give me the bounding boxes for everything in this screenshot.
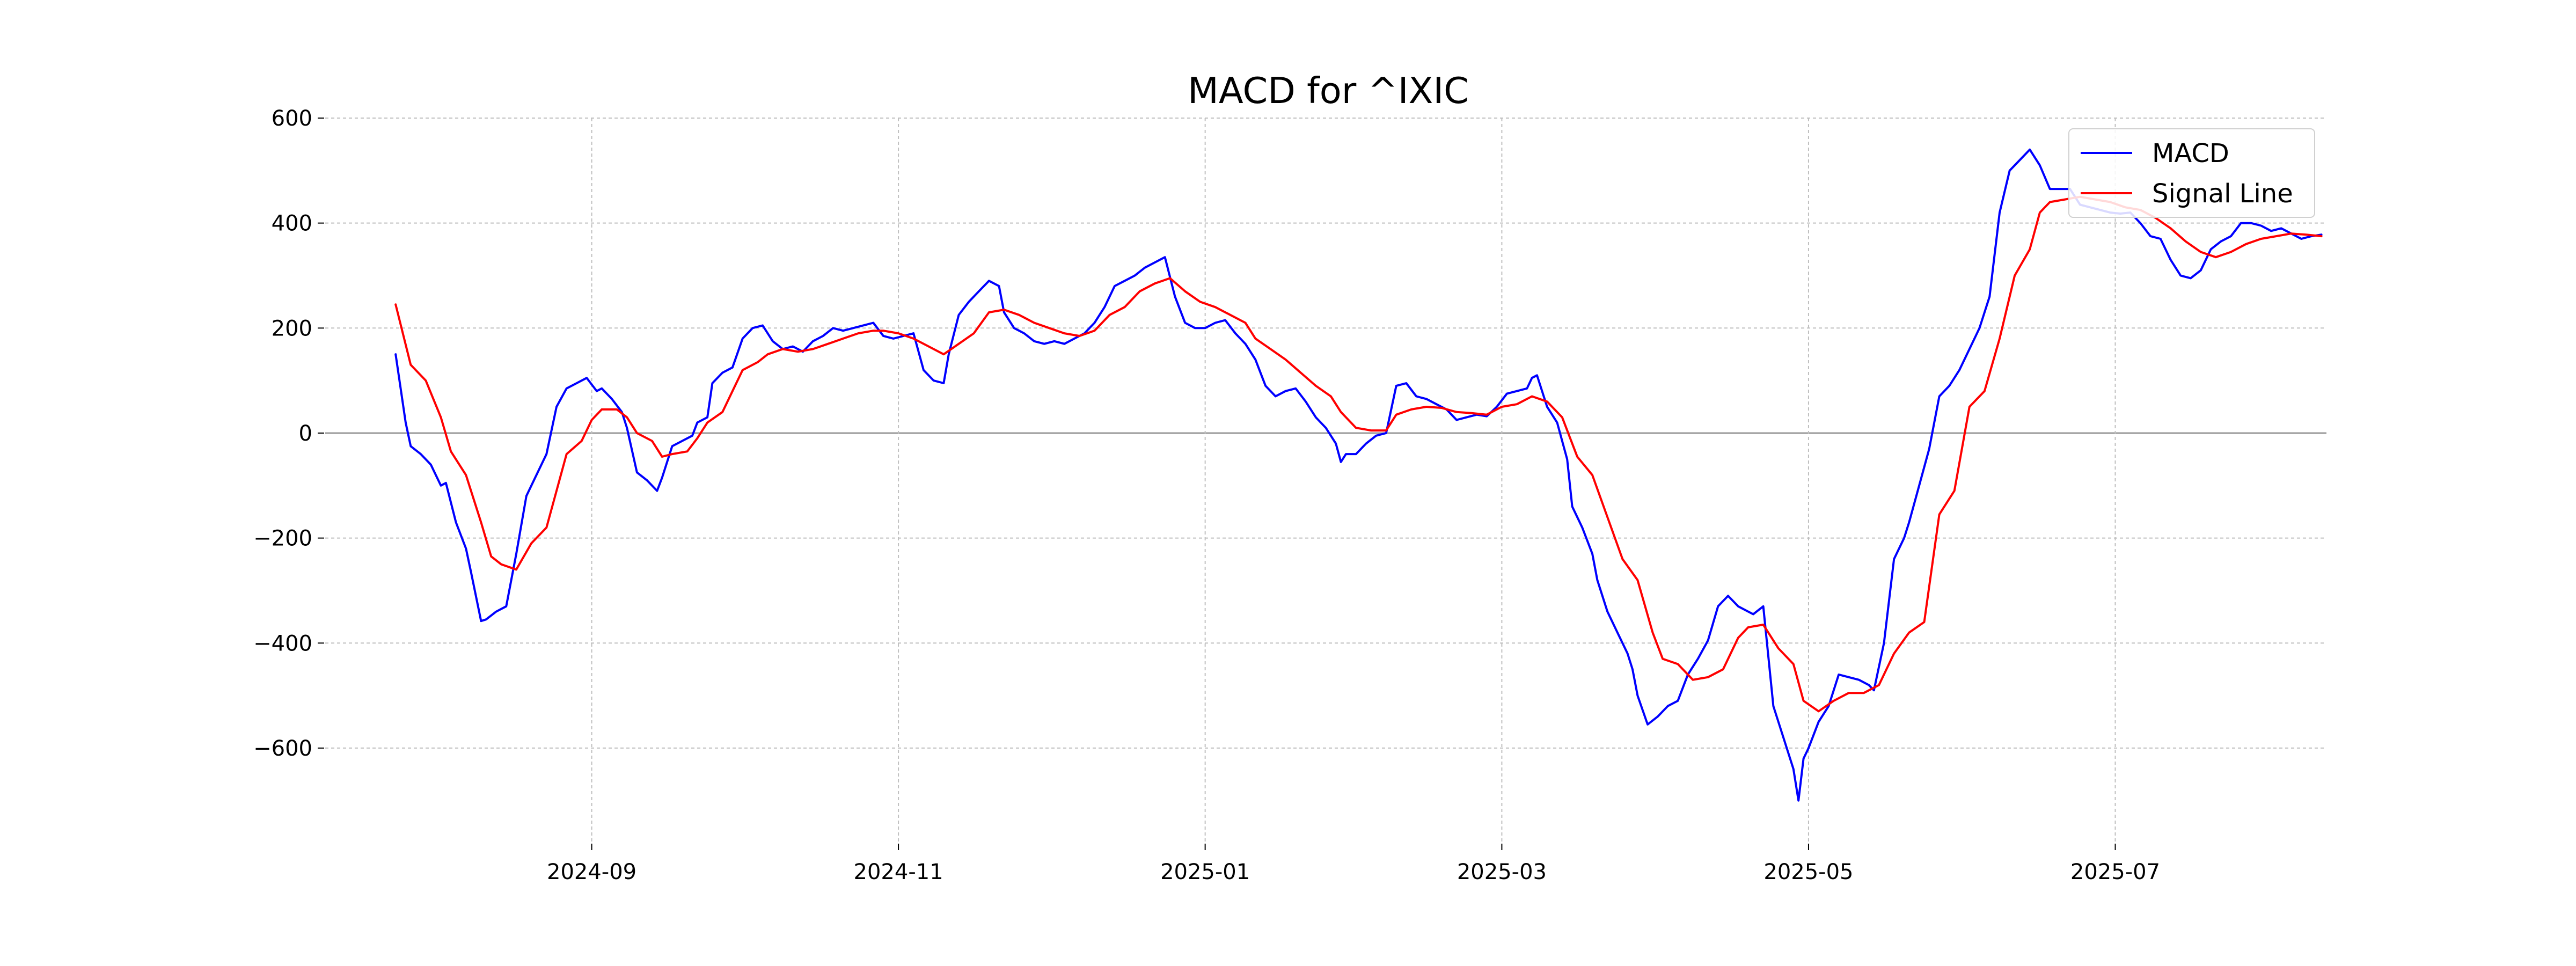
y-tick-label: −600 [253, 736, 312, 761]
x-tick-label: 2025-01 [1160, 860, 1250, 884]
x-tick-label: 2024-09 [547, 860, 636, 884]
x-tick-label: 2024-11 [854, 860, 943, 884]
y-tick-label: −400 [253, 631, 312, 656]
y-tick-label: −200 [253, 526, 312, 551]
legend-signal-label: Signal Line [2152, 179, 2293, 209]
x-tick-label: 2025-07 [2070, 860, 2160, 884]
legend: MACD Signal Line [2068, 128, 2315, 218]
y-tick-label: 600 [272, 106, 312, 131]
y-tick-label: 400 [272, 211, 312, 236]
macd-series-line [394, 148, 2323, 802]
chart-title: MACD for ^IXIC [1188, 70, 1469, 112]
legend-box [2068, 128, 2315, 218]
x-tick-label: 2025-03 [1457, 860, 1547, 884]
x-tick-label: 2025-05 [1763, 860, 1853, 884]
grid [325, 118, 2326, 843]
legend-macd-label: MACD [2152, 138, 2229, 169]
axes: 600 400 200 0 −200 −400 −600 2024-09 2024-11 2025… [253, 106, 2160, 884]
y-tick-label: 0 [299, 421, 312, 446]
signal-series-line [394, 195, 2323, 713]
series [394, 148, 2323, 802]
y-tick-label: 200 [272, 316, 312, 341]
